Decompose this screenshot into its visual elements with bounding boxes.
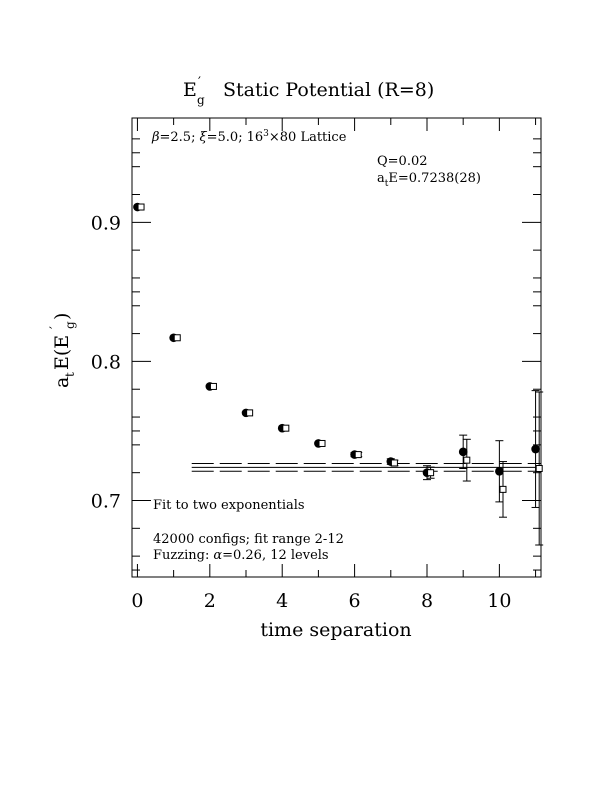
- data-point-square: [463, 456, 471, 464]
- configs-label: 42000 configs; fit range 2-12: [153, 532, 344, 547]
- data-point-square: [209, 382, 217, 390]
- y-label-energy: E(E: [51, 335, 73, 370]
- plot-frame: [131, 117, 542, 578]
- title-rest: Static Potential (R=8): [223, 79, 434, 101]
- data-point-square: [282, 424, 290, 432]
- data-point-square: [499, 485, 507, 493]
- data-point-square: [354, 451, 362, 459]
- title-prime: ′: [198, 75, 201, 90]
- y-tick-label: 0.8: [91, 351, 121, 373]
- fuzzing-rest: =0.26, 12 levels: [222, 548, 329, 563]
- data-point-circle: [531, 444, 540, 454]
- beta-symbol: β: [151, 130, 160, 145]
- data-point-square: [137, 203, 145, 211]
- x-tick-labels: 0 2 4 6 8 10: [131, 590, 511, 612]
- title-subscript: g: [197, 93, 205, 107]
- y-label-close: ): [51, 313, 73, 320]
- y-axis-label: a t E(E ′ g ): [48, 313, 77, 388]
- data-point-square: [246, 409, 254, 417]
- fit-energy-subscript: t: [385, 179, 389, 189]
- y-label-a: a: [51, 377, 73, 388]
- lattice-size: 16: [247, 130, 264, 145]
- axis-ticks: [132, 118, 541, 577]
- fit-q: Q=0.02: [377, 154, 428, 169]
- data-point-square: [427, 469, 435, 477]
- y-tick-label: 0.9: [91, 212, 121, 234]
- data-point-circle: [495, 466, 504, 476]
- y-label-t: t: [63, 372, 77, 377]
- x-tick-label: 8: [421, 590, 433, 612]
- beta-value: =2.5;: [160, 130, 196, 145]
- fit-band: [191, 463, 541, 472]
- fit-energy: atE=0.7238(28): [377, 171, 481, 189]
- x-axis-label: time separation: [260, 619, 411, 641]
- fit-energy-value: E=0.7238(28): [388, 171, 481, 186]
- y-tick-labels: 0.7 0.8 0.9: [91, 212, 121, 512]
- x-tick-label: 4: [276, 590, 288, 612]
- lattice-size-rest: ×80 Lattice: [269, 130, 347, 145]
- lattice-info: β=2.5; ξ=5.0; 163×80 Lattice: [151, 129, 347, 145]
- chart-title: E ′ g Static Potential (R=8): [183, 75, 434, 107]
- y-label-subscript: g: [63, 321, 77, 329]
- y-label-prime: ′: [48, 326, 63, 329]
- fit-energy-a: a: [377, 171, 385, 186]
- data-point-square: [173, 334, 181, 342]
- data-point-square: [535, 465, 543, 473]
- x-tick-label: 2: [204, 590, 216, 612]
- y-tick-label: 0.7: [91, 491, 121, 513]
- data-point-square: [318, 439, 326, 447]
- fuzzing-label: Fuzzing: α=0.26, 12 levels: [153, 548, 329, 563]
- fit-label: Fit to two exponentials: [153, 498, 305, 513]
- lattice-size-exponent: 3: [263, 129, 269, 139]
- fuzzing-prefix: Fuzzing:: [153, 548, 209, 563]
- xi-value: =5.0;: [207, 130, 243, 145]
- x-tick-label: 0: [131, 590, 143, 612]
- x-tick-label: 6: [349, 590, 361, 612]
- data-point-square: [390, 459, 398, 467]
- x-tick-label: 10: [487, 590, 511, 612]
- xi-symbol: ξ: [199, 130, 207, 145]
- fuzzing-alpha: α: [213, 548, 222, 563]
- title-main: E: [183, 79, 197, 101]
- data-points: [133, 202, 544, 546]
- data-point-circle: [458, 447, 468, 457]
